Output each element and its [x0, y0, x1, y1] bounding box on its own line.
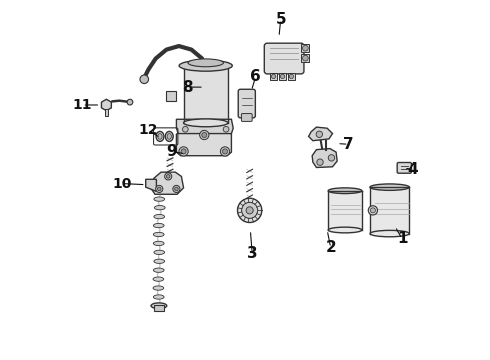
Ellipse shape: [328, 227, 362, 233]
Circle shape: [220, 147, 230, 156]
Polygon shape: [146, 179, 156, 192]
Circle shape: [222, 149, 227, 154]
Ellipse shape: [151, 303, 167, 309]
FancyBboxPatch shape: [264, 43, 304, 74]
Ellipse shape: [153, 232, 164, 237]
Bar: [301, 44, 309, 52]
Ellipse shape: [153, 268, 164, 273]
Ellipse shape: [156, 131, 164, 141]
Circle shape: [370, 208, 375, 213]
Ellipse shape: [165, 131, 173, 141]
FancyBboxPatch shape: [238, 89, 255, 118]
Ellipse shape: [153, 224, 164, 228]
Circle shape: [316, 131, 322, 138]
Polygon shape: [176, 119, 233, 134]
Ellipse shape: [153, 241, 164, 246]
Bar: [288, 73, 295, 80]
Ellipse shape: [154, 250, 165, 255]
Ellipse shape: [370, 184, 409, 190]
Text: 11: 11: [73, 98, 92, 112]
Ellipse shape: [153, 295, 164, 299]
Text: 6: 6: [250, 69, 261, 84]
FancyBboxPatch shape: [397, 162, 412, 173]
Polygon shape: [167, 91, 176, 102]
Ellipse shape: [242, 202, 258, 219]
Circle shape: [246, 207, 253, 214]
Circle shape: [182, 126, 188, 132]
Text: 8: 8: [183, 80, 193, 95]
Ellipse shape: [153, 277, 164, 281]
Ellipse shape: [167, 134, 171, 139]
Circle shape: [280, 74, 285, 78]
Polygon shape: [176, 131, 231, 156]
Ellipse shape: [328, 188, 362, 194]
Ellipse shape: [188, 59, 223, 67]
Polygon shape: [101, 99, 111, 111]
Ellipse shape: [154, 206, 165, 210]
Ellipse shape: [370, 230, 409, 237]
Bar: [105, 109, 108, 116]
Circle shape: [127, 99, 133, 105]
Circle shape: [302, 55, 308, 61]
Circle shape: [167, 175, 170, 178]
Circle shape: [223, 126, 229, 132]
Polygon shape: [151, 172, 184, 194]
Text: 5: 5: [275, 12, 286, 27]
Polygon shape: [370, 187, 409, 234]
Ellipse shape: [179, 60, 232, 71]
Bar: [270, 73, 277, 80]
Text: 7: 7: [343, 137, 354, 152]
Polygon shape: [184, 66, 228, 123]
Text: 9: 9: [167, 144, 177, 159]
Ellipse shape: [238, 198, 262, 222]
Bar: [301, 54, 309, 62]
Text: 2: 2: [325, 240, 336, 255]
Circle shape: [271, 74, 276, 78]
Text: 1: 1: [397, 231, 407, 247]
Circle shape: [157, 187, 161, 191]
Polygon shape: [328, 191, 362, 230]
Ellipse shape: [154, 197, 165, 201]
Polygon shape: [312, 149, 337, 167]
Ellipse shape: [158, 134, 162, 139]
FancyBboxPatch shape: [242, 113, 252, 121]
Circle shape: [181, 149, 186, 154]
Bar: [279, 73, 286, 80]
Text: 3: 3: [247, 246, 257, 261]
Circle shape: [289, 74, 294, 78]
Polygon shape: [309, 127, 333, 141]
Ellipse shape: [184, 119, 228, 127]
Circle shape: [173, 185, 180, 193]
Text: 10: 10: [112, 176, 131, 190]
Circle shape: [199, 130, 209, 140]
Circle shape: [302, 45, 308, 51]
Circle shape: [174, 187, 178, 191]
Bar: [154, 305, 164, 311]
Ellipse shape: [153, 286, 164, 290]
Circle shape: [165, 173, 172, 180]
Circle shape: [140, 75, 148, 84]
Text: 12: 12: [138, 123, 158, 137]
Circle shape: [156, 185, 163, 193]
Circle shape: [317, 159, 323, 165]
Circle shape: [368, 206, 377, 215]
Circle shape: [179, 147, 188, 156]
Text: 4: 4: [408, 162, 418, 177]
Ellipse shape: [154, 215, 165, 219]
Circle shape: [328, 155, 335, 161]
Ellipse shape: [154, 259, 165, 264]
Circle shape: [202, 132, 207, 138]
